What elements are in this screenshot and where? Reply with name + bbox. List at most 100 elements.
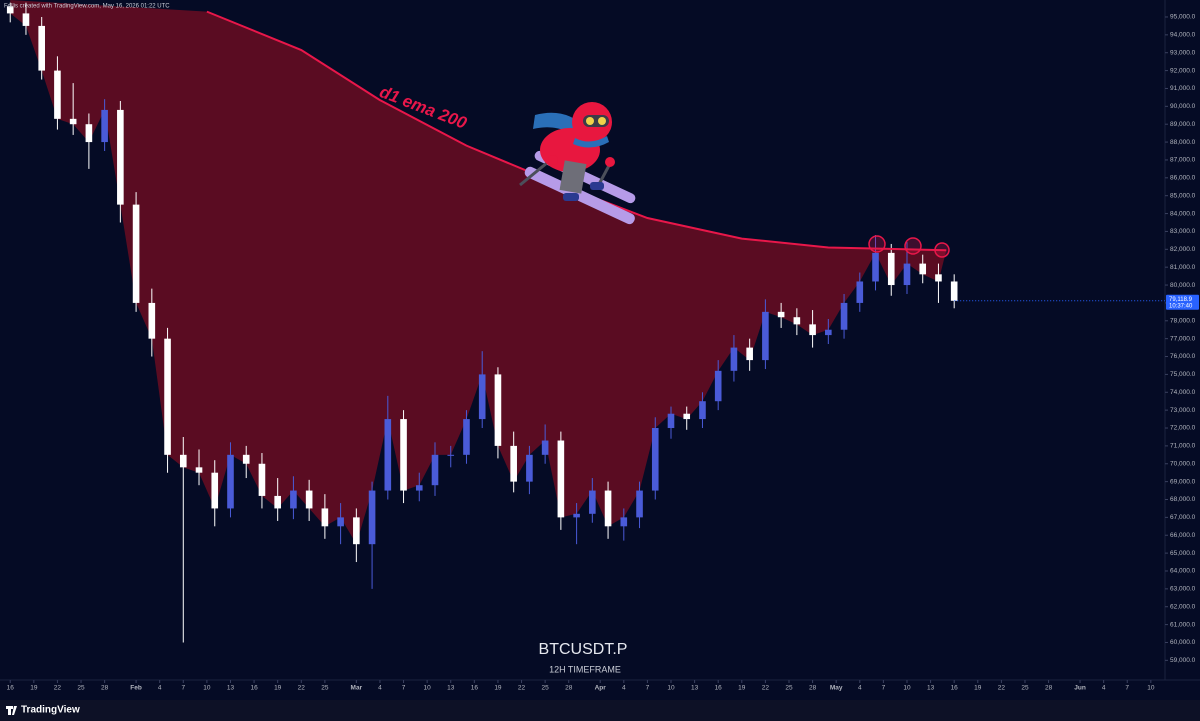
candle-body (337, 517, 344, 527)
y-tick-label: 90,000.0 (1170, 103, 1196, 110)
candle-body (321, 508, 329, 527)
y-tick-label: 66,000.0 (1170, 532, 1196, 539)
candle-body (840, 302, 848, 330)
y-tick-label: 81,000.0 (1170, 264, 1196, 271)
candle-body (38, 25, 45, 71)
candle-body (69, 118, 77, 125)
x-tick-label: 22 (762, 685, 770, 692)
candle-body (510, 445, 517, 482)
last-price-label: 79,118.9 (1169, 297, 1193, 303)
skier-illustration (519, 102, 636, 225)
y-tick-label: 72,000.0 (1170, 425, 1196, 432)
candle-body (809, 324, 816, 336)
candle-body (541, 440, 549, 455)
y-tick-label: 67,000.0 (1170, 514, 1196, 521)
resistance-circles (868, 235, 950, 258)
y-tick-label: 88,000.0 (1170, 139, 1196, 146)
x-tick-label: 10 (424, 685, 432, 692)
x-tick-label: 19 (30, 685, 38, 692)
y-tick-label: 82,000.0 (1170, 246, 1196, 253)
x-tick-label: 25 (77, 685, 85, 692)
chart-title: BTCUSDT.P (539, 641, 628, 658)
x-tick-label: 19 (738, 685, 746, 692)
candle-body (746, 347, 753, 361)
header-text: Follis created with TradingView.com, May… (4, 4, 170, 10)
y-tick-label: 61,000.0 (1170, 621, 1196, 628)
candle-body (494, 374, 502, 446)
candle-body (227, 454, 234, 509)
x-tick-label: Apr (595, 685, 607, 692)
candle-body (117, 109, 124, 205)
candle-body (872, 252, 879, 282)
x-tick-label: 13 (227, 685, 235, 692)
x-tick-label: 7 (646, 685, 650, 692)
x-tick-label: 25 (542, 685, 550, 692)
y-tick-label: 85,000.0 (1170, 192, 1196, 199)
candle-body (195, 467, 203, 473)
x-tick-label: 7 (181, 685, 185, 692)
candle-body (620, 517, 628, 527)
y-tick-label: 74,000.0 (1170, 389, 1196, 396)
y-tick-label: 77,000.0 (1170, 335, 1196, 342)
candle-body (431, 454, 439, 486)
candle-body (211, 472, 219, 509)
x-tick-label: 25 (1021, 685, 1029, 692)
y-tick-label: 92,000.0 (1170, 67, 1196, 74)
x-tick-label: 10 (203, 685, 211, 692)
candle-body (447, 454, 455, 456)
footer-bar (0, 700, 1200, 721)
x-tick-label: 16 (471, 685, 479, 692)
y-tick-label: 93,000.0 (1170, 49, 1196, 56)
x-tick-label: 4 (378, 685, 382, 692)
x-tick-label: 7 (402, 685, 406, 692)
candle-body (415, 485, 423, 491)
candle-body (762, 311, 769, 361)
x-tick-label: 4 (1102, 685, 1106, 692)
y-tick-label: 65,000.0 (1170, 550, 1196, 557)
x-tick-label: 7 (882, 685, 886, 692)
x-tick-label: 4 (158, 685, 162, 692)
y-tick-label: 73,000.0 (1170, 407, 1196, 414)
candle-body (22, 13, 30, 26)
candle-body (463, 419, 470, 455)
x-tick-label: May (830, 685, 843, 692)
candle-body (85, 124, 93, 143)
candle-body (164, 338, 171, 455)
candle-body (887, 252, 895, 286)
y-tick-label: 87,000.0 (1170, 157, 1196, 164)
x-tick-label: 28 (101, 685, 109, 692)
candle-body (651, 428, 659, 491)
x-tick-label: 22 (54, 685, 62, 692)
x-tick-label: 22 (518, 685, 526, 692)
x-tick-label: 4 (858, 685, 862, 692)
candle-body (305, 490, 313, 509)
x-tick-label: 28 (809, 685, 817, 692)
y-tick-label: 63,000.0 (1170, 586, 1196, 593)
countdown-label: 10:37:40 (1169, 303, 1193, 309)
candle-body (400, 419, 407, 491)
candle-body (368, 490, 376, 545)
x-tick-label: 13 (691, 685, 699, 692)
candle-body (856, 281, 864, 303)
candle-body (274, 495, 281, 509)
y-tick-label: 94,000.0 (1170, 32, 1196, 39)
x-tick-label: 10 (1147, 685, 1155, 692)
last-price-tag (1166, 294, 1199, 310)
y-tick-label: 71,000.0 (1170, 443, 1196, 450)
x-tick-label: 13 (927, 685, 935, 692)
y-tick-label: 78,000.0 (1170, 318, 1196, 325)
candle-body (683, 413, 691, 420)
candle-body (903, 263, 911, 286)
candle-body (179, 454, 187, 468)
candle-body (557, 440, 565, 518)
x-tick-label: 28 (565, 685, 573, 692)
candle-body (290, 490, 297, 509)
brand-logo (6, 706, 17, 715)
candle-body (526, 454, 533, 482)
candle-body (730, 347, 738, 371)
x-tick-label: 10 (667, 685, 675, 692)
y-tick-label: 86,000.0 (1170, 175, 1196, 182)
candle-body (258, 463, 266, 496)
x-tick-label: 16 (250, 685, 258, 692)
